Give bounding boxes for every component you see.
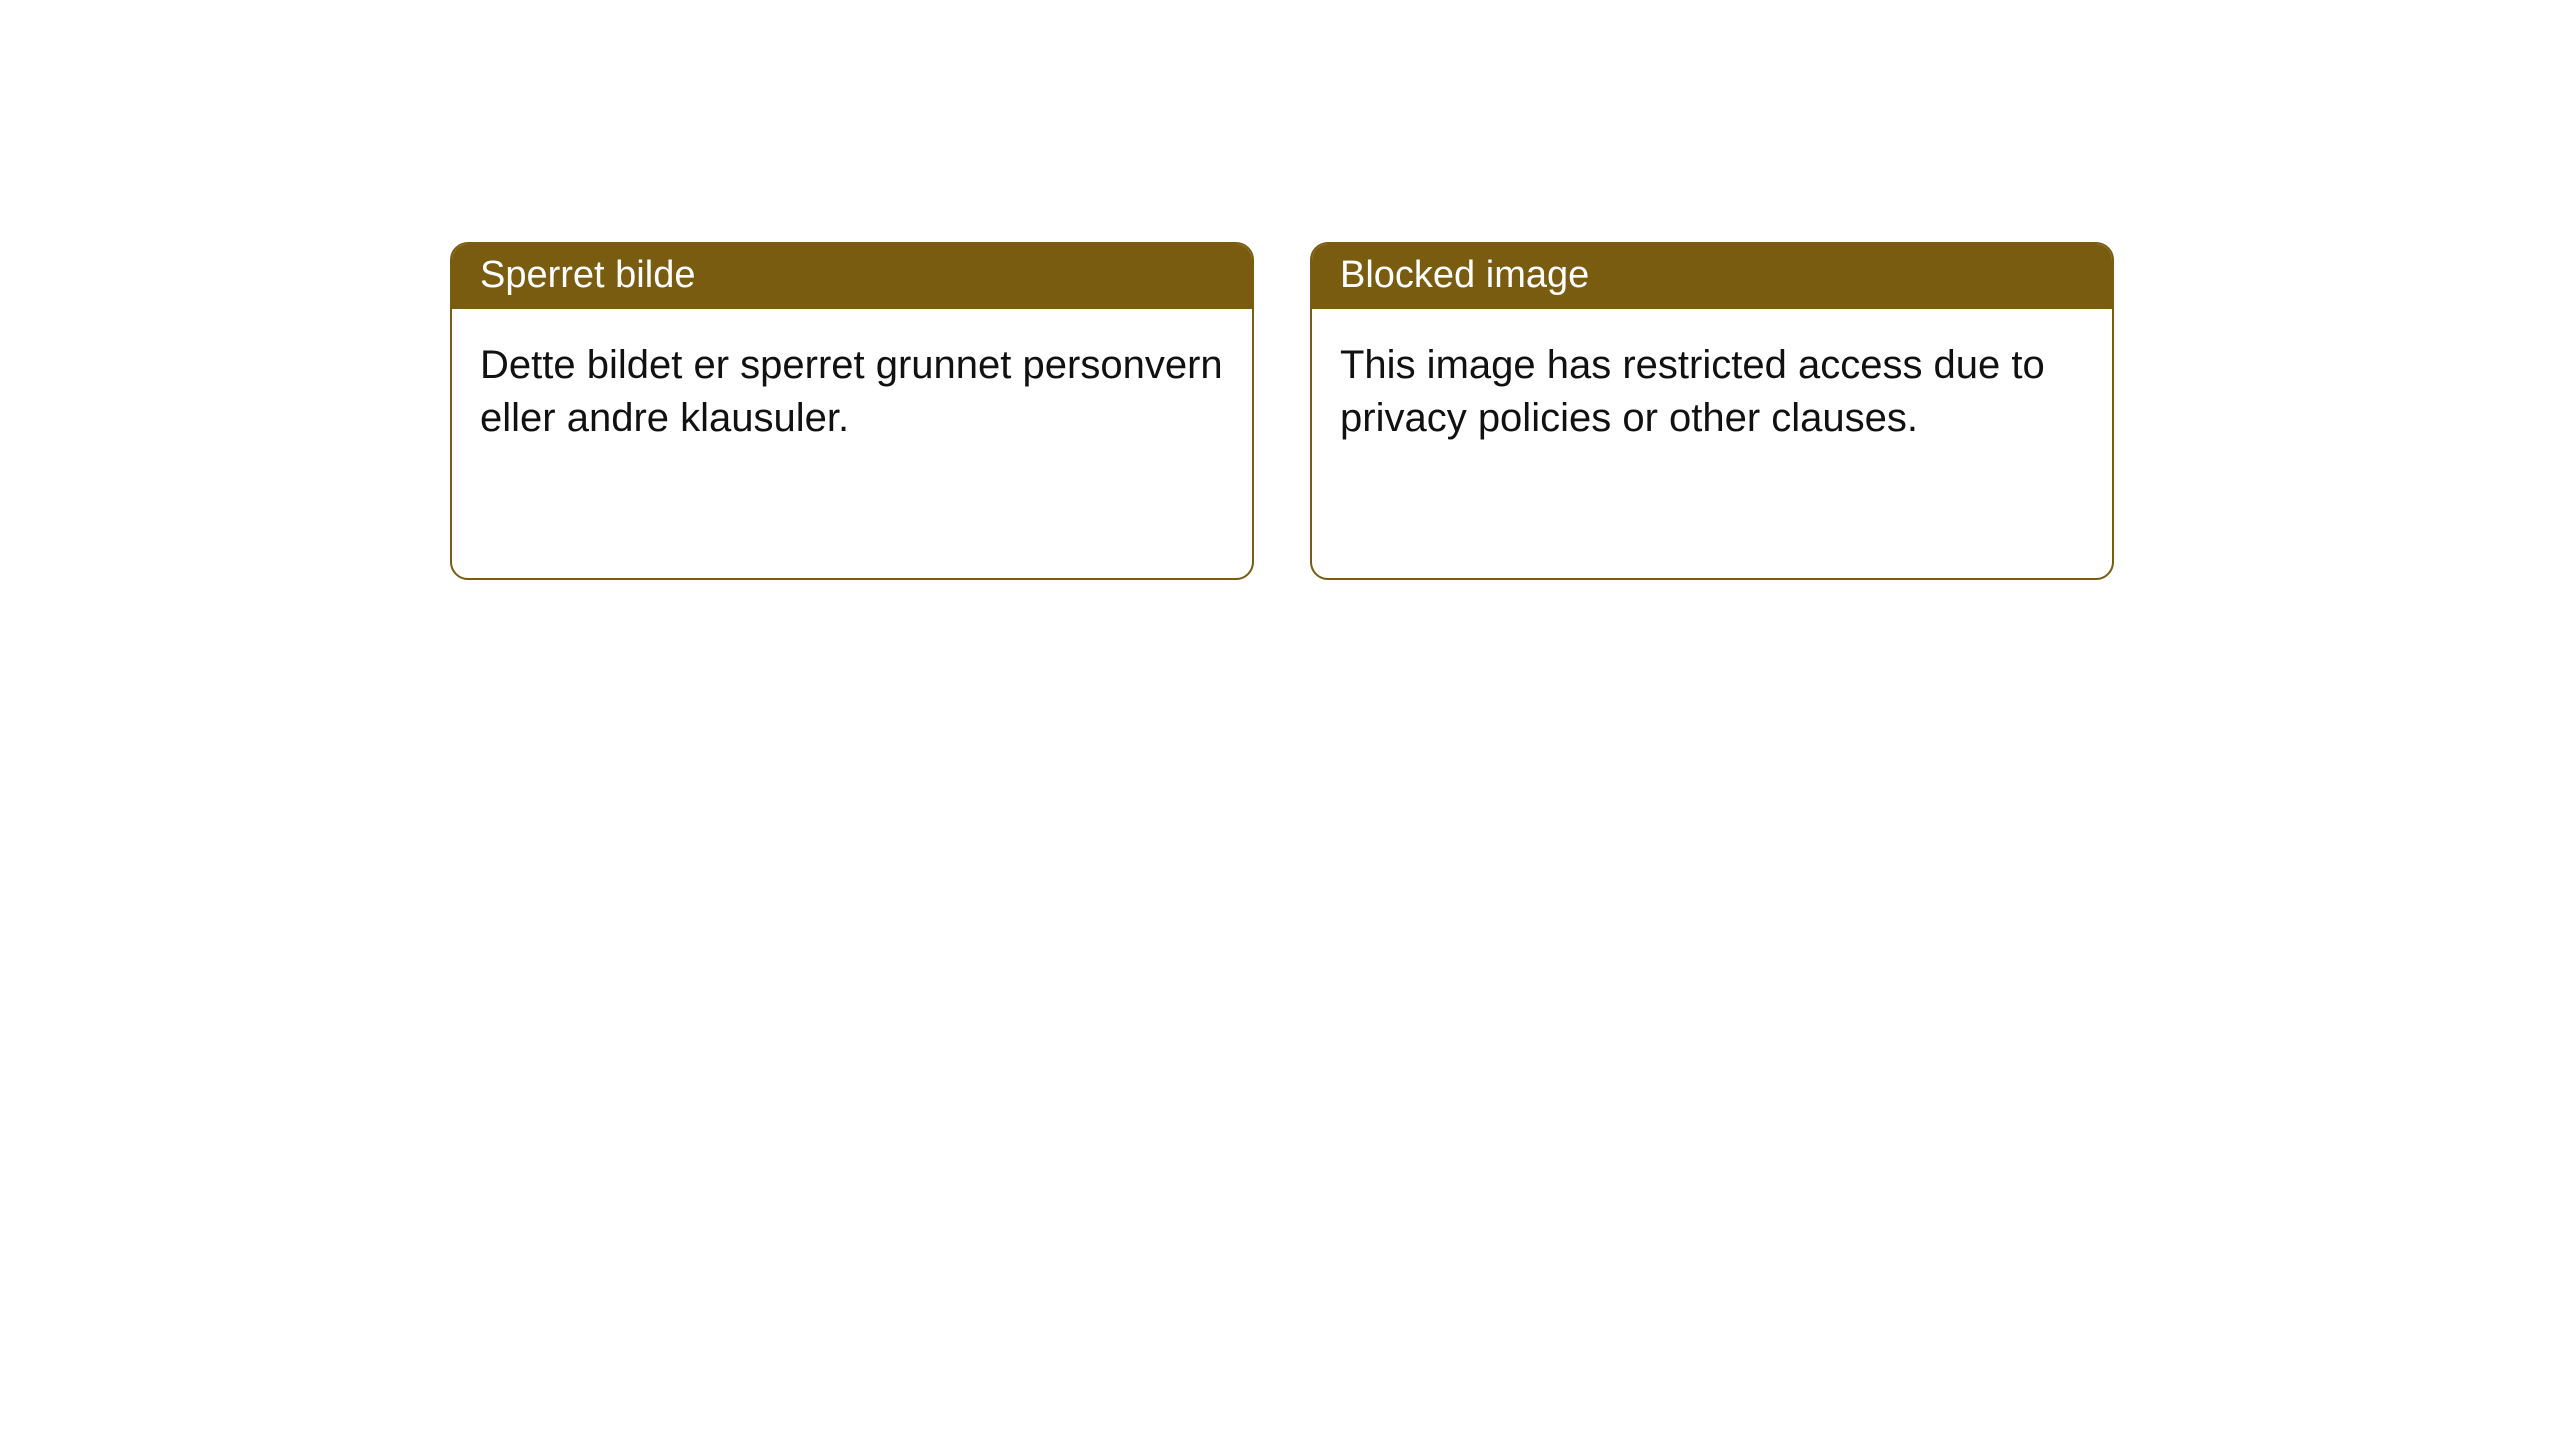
notice-cards-container: Sperret bilde Dette bildet er sperret gr… — [450, 242, 2114, 580]
notice-card-header-text: Blocked image — [1340, 254, 1589, 296]
notice-card-english: Blocked image This image has restricted … — [1310, 242, 2114, 580]
notice-card-header: Sperret bilde — [452, 244, 1252, 309]
notice-card-norwegian: Sperret bilde Dette bildet er sperret gr… — [450, 242, 1254, 580]
notice-card-header: Blocked image — [1312, 244, 2112, 309]
notice-card-body-text: Dette bildet er sperret grunnet personve… — [480, 343, 1223, 440]
notice-card-body: This image has restricted access due to … — [1312, 309, 2112, 475]
notice-card-body: Dette bildet er sperret grunnet personve… — [452, 309, 1252, 475]
notice-card-header-text: Sperret bilde — [480, 254, 695, 296]
notice-card-body-text: This image has restricted access due to … — [1340, 343, 2045, 440]
